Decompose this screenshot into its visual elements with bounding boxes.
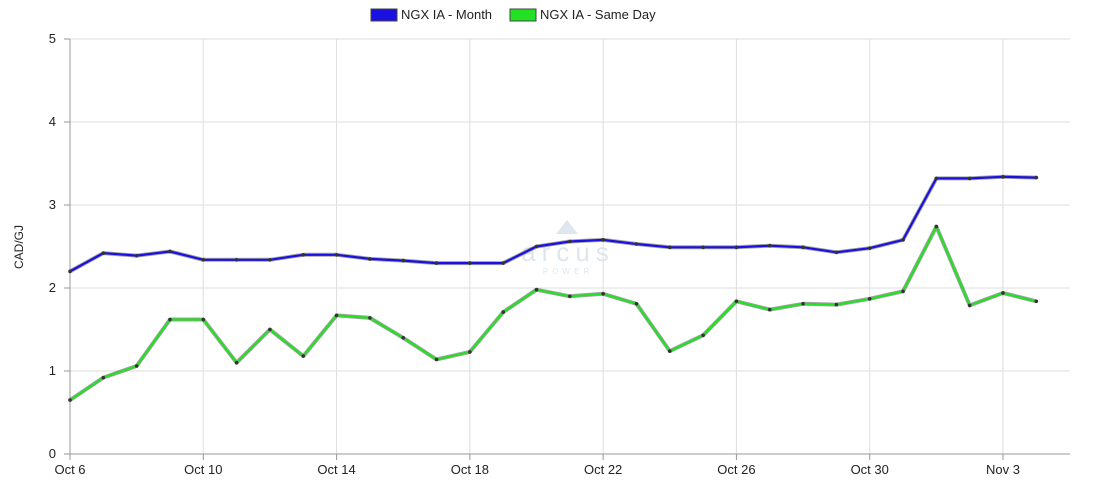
y-axis-title: CAD/GJ (12, 225, 26, 269)
data-point-ngx-ia-same-day (101, 375, 106, 380)
data-point-ngx-ia-month (301, 253, 306, 257)
data-point-ngx-ia-same-day (434, 357, 439, 362)
legend-swatch-same-day (509, 8, 537, 22)
data-point-ngx-ia-same-day (701, 333, 705, 338)
x-tick-label: Oct 22 (584, 462, 622, 477)
series-line-ngx-ia-month (69, 175, 1037, 273)
data-point-ngx-ia-same-day (334, 313, 339, 318)
watermark-sub: POWER (543, 267, 593, 276)
data-point-ngx-ia-month (334, 253, 339, 257)
x-tick-label: Oct 30 (851, 462, 889, 477)
data-point-ngx-ia-month (434, 261, 439, 265)
y-tick-label: 2 (49, 280, 56, 295)
data-point-ngx-ia-month (268, 257, 272, 262)
data-point-ngx-ia-same-day (534, 287, 539, 292)
data-point-ngx-ia-same-day (967, 303, 972, 308)
data-point-ngx-ia-same-day (667, 349, 672, 353)
x-tick-label: Oct 18 (451, 462, 489, 477)
data-point-ngx-ia-same-day (834, 302, 839, 307)
legend-label-same-day: NGX IA - Same Day (540, 7, 656, 22)
data-point-ngx-ia-month (867, 246, 872, 250)
x-tick-label: Oct 14 (317, 462, 355, 477)
data-point-ngx-ia-month (401, 258, 406, 263)
data-point-ngx-ia-same-day (801, 301, 805, 306)
data-point-ngx-ia-same-day (568, 294, 572, 299)
axes (64, 38, 1070, 460)
data-point-ngx-ia-same-day (201, 317, 206, 322)
data-point-ngx-ia-month (368, 257, 372, 261)
data-point-ngx-ia-same-day (601, 292, 605, 296)
data-point-ngx-ia-month (468, 261, 472, 265)
x-tick-label: Oct 26 (717, 462, 755, 477)
data-point-ngx-ia-same-day (901, 289, 905, 294)
data-point-ngx-ia-month (634, 242, 639, 246)
data-point-ngx-ia-month (767, 243, 772, 248)
y-tick-label: 4 (49, 114, 56, 129)
data-point-ngx-ia-same-day (301, 354, 306, 358)
data-point-ngx-ia-month (1001, 174, 1005, 179)
y-tick-label: 3 (49, 197, 56, 212)
data-point-ngx-ia-month (967, 176, 972, 181)
data-point-ngx-ia-same-day (368, 316, 372, 320)
data-point-ngx-ia-month (101, 251, 106, 255)
data-point-ngx-ia-month (701, 245, 705, 250)
y-tick-label: 0 (49, 446, 56, 461)
data-point-ngx-ia-month (234, 257, 239, 262)
data-point-ngx-ia-same-day (268, 327, 272, 332)
data-point-ngx-ia-month (801, 245, 805, 250)
data-point-ngx-ia-same-day (168, 317, 172, 322)
data-point-ngx-ia-same-day (734, 299, 739, 304)
y-tick-label: 5 (49, 31, 56, 46)
data-point-ngx-ia-same-day (401, 336, 406, 340)
tick-labels: 0 1 2 3 4 5 Oct 6 Oct 10 Oct 14 Oct 18 Oct 22 Oct 2… (49, 31, 1020, 477)
data-point-ngx-ia-same-day (501, 310, 505, 314)
data-point-ngx-ia-same-day (234, 360, 239, 365)
data-point-ngx-ia-same-day (867, 296, 872, 301)
x-tick-label: Oct 10 (184, 462, 222, 477)
x-tick-label: Oct 6 (54, 462, 85, 477)
data-point-ngx-ia-month (501, 261, 505, 265)
legend-label-month: NGX IA - Month (401, 7, 492, 22)
data-point-ngx-ia-month (734, 245, 739, 250)
y-tick-label: 1 (49, 363, 56, 378)
data-point-ngx-ia-month (901, 238, 905, 242)
watermark-peak-icon (556, 220, 578, 234)
legend: NGX IA - Month NGX IA - Same Day (370, 7, 656, 22)
data-point-ngx-ia-same-day (767, 307, 772, 312)
data-point-ngx-ia-same-day (1034, 299, 1039, 304)
data-point-ngx-ia-month (1034, 175, 1039, 180)
legend-swatch-month (370, 8, 398, 22)
data-point-ngx-ia-same-day (934, 224, 939, 229)
data-point-ngx-ia-month (667, 245, 672, 250)
data-point-ngx-ia-month (601, 238, 605, 242)
data-point-ngx-ia-same-day (468, 350, 472, 354)
data-point-ngx-ia-month (568, 239, 572, 244)
data-point-ngx-ia-month (168, 249, 172, 254)
data-point-ngx-ia-month (834, 250, 839, 255)
data-point-ngx-ia-same-day (1001, 291, 1005, 295)
data-point-ngx-ia-month (201, 257, 206, 262)
data-point-ngx-ia-same-day (634, 301, 639, 306)
data-point-ngx-ia-month (534, 244, 539, 249)
series-line-ngx-ia-same-day (69, 225, 1037, 402)
data-point-ngx-ia-same-day (68, 398, 72, 402)
data-point-ngx-ia-same-day (134, 364, 139, 368)
data-point-ngx-ia-month (134, 253, 139, 258)
data-point-ngx-ia-month (934, 176, 939, 181)
data-point-ngx-ia-month (68, 269, 72, 274)
series-lines (68, 174, 1039, 402)
x-tick-label: Nov 3 (986, 462, 1020, 477)
